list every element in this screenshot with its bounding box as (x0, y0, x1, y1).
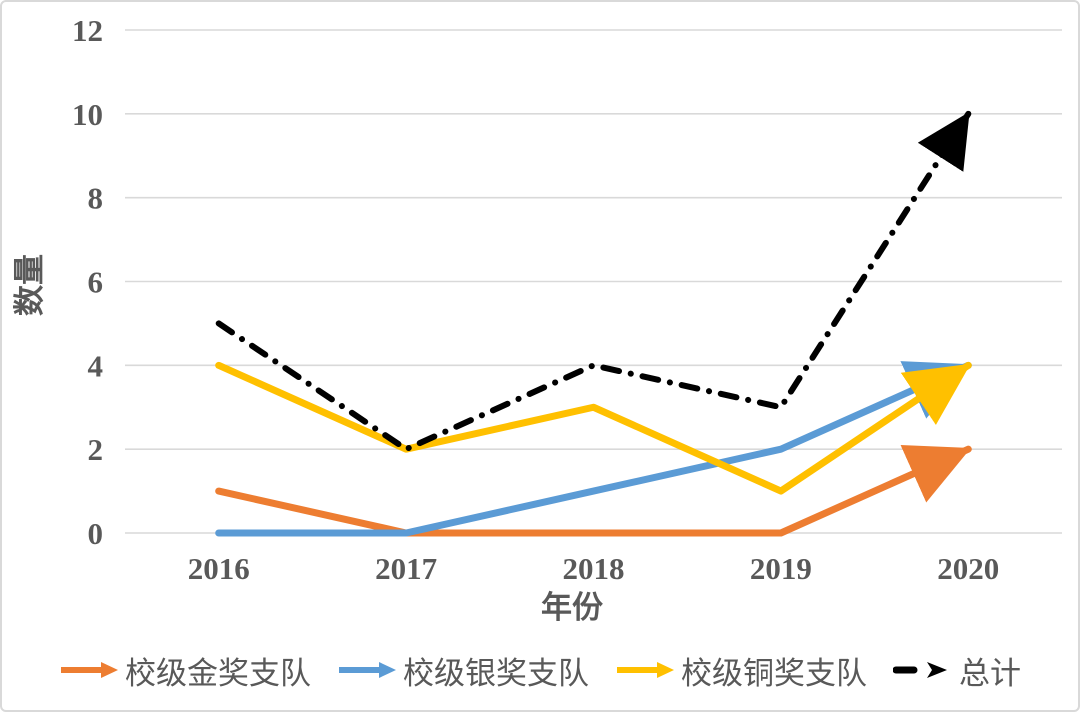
series-line-total (215, 110, 972, 453)
legend-label-total: 总计 (959, 655, 1021, 691)
x-tick-label: 2018 (563, 551, 625, 586)
series-line-gold (215, 444, 972, 537)
legend-item-bronze: 校级铜奖支队 (615, 648, 867, 693)
legend-arrow-marker-total (893, 662, 947, 678)
legend-arrow-marker-bronze (617, 662, 674, 678)
y-tick-label: 6 (88, 265, 104, 300)
x-tick-label: 2019 (750, 551, 812, 586)
series-line-silver (215, 361, 972, 537)
legend-item-gold: 校级金奖支队 (59, 648, 311, 693)
y-tick-label: 4 (88, 348, 104, 383)
legend-label-silver: 校级银奖支队 (403, 655, 589, 691)
y-tick-label: 12 (72, 13, 103, 48)
x-axis-title: 年份 (541, 590, 603, 625)
y-axis-title: 数量 (12, 254, 47, 316)
y-tick-label: 10 (72, 97, 103, 132)
legend-label-gold: 校级金奖支队 (125, 655, 311, 691)
legend-arrow-marker-gold (61, 662, 118, 678)
legend-item-total: 总计 (893, 648, 1021, 693)
y-axis-tick-labels: 0 2 4 6 8 10 12 (72, 13, 103, 551)
x-tick-label: 2017 (375, 551, 437, 586)
legend-arrow-marker-silver (339, 662, 396, 678)
legend-item-silver: 校级银奖支队 (337, 648, 589, 693)
y-tick-label: 2 (88, 432, 104, 467)
gridlines (125, 29, 1062, 534)
series-lines (215, 110, 972, 537)
chart-legend: 校级金奖支队 校级银奖支队 校级铜奖支队 总计 (2, 640, 1078, 700)
x-tick-label: 2020 (937, 551, 999, 586)
x-tick-label: 2016 (188, 551, 250, 586)
series-line-bronze (215, 361, 972, 495)
y-tick-label: 0 (88, 516, 104, 551)
legend-label-bronze: 校级铜奖支队 (681, 655, 867, 691)
y-tick-label: 8 (88, 181, 104, 216)
x-axis-tick-labels: 2016 2017 2018 2019 2020 (188, 551, 1000, 586)
